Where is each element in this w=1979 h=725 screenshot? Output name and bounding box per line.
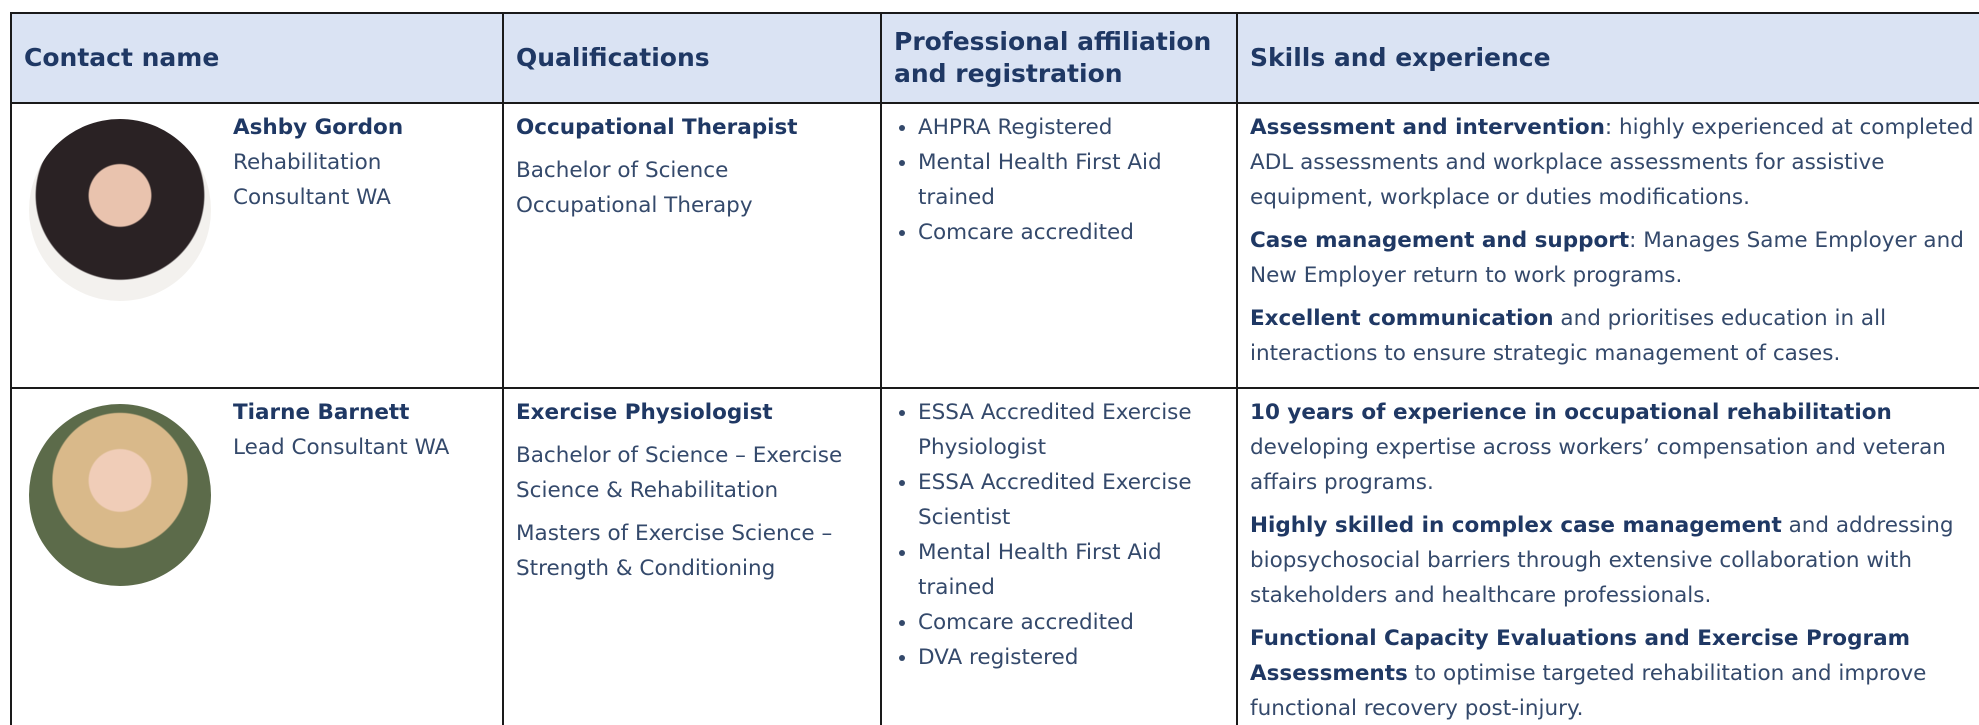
skill-heading: Assessment and intervention (1250, 115, 1605, 140)
affiliation-item: ESSA Accredited Exercise Scientist (918, 465, 1224, 535)
qualifications-cell: Exercise Physiologist Bachelor of Science… (502, 387, 882, 725)
column-header: Professional affiliation and registratio… (880, 12, 1238, 104)
skill-paragraph: Case management and support: Manages Sam… (1250, 223, 1979, 293)
affiliation-item: Comcare accredited (918, 605, 1224, 640)
affiliation-list: AHPRA RegisteredMental Health First Aid … (894, 110, 1224, 250)
contact-name: Ashby Gordon (233, 115, 404, 140)
contact-role: Rehabilitation Consultant WA (233, 150, 391, 210)
skill-paragraph: 10 years of experience in occupational r… (1250, 395, 1979, 500)
contact-info: Ashby Gordon Rehabilitation Consultant WA (233, 110, 490, 301)
skill-text: developing expertise across workers’ com… (1250, 435, 1946, 495)
column-header: Contact name (10, 12, 504, 104)
affiliation-item: Comcare accredited (918, 215, 1224, 250)
contact-info: Tiarne Barnett Lead Consultant WA (233, 395, 449, 586)
skill-paragraph: Functional Capacity Evaluations and Exer… (1250, 621, 1979, 725)
affiliation-item: Mental Health First Aid trained (918, 535, 1224, 605)
affiliation-item: AHPRA Registered (918, 110, 1224, 145)
qualification-detail: Masters of Exercise Science – Strength &… (516, 521, 833, 581)
skill-text: : highly experienced at completed ADL as… (1250, 115, 1974, 210)
skill-text: and prioritises education in all interac… (1250, 306, 1887, 366)
skill-heading: Highly skilled in complex case managemen… (1250, 513, 1782, 538)
contact: Tiarne Barnett Lead Consultant WA (24, 395, 490, 586)
affiliation-item: DVA registered (918, 640, 1224, 675)
skill-heading: Functional Capacity Evaluations and Exer… (1250, 626, 1910, 686)
skill-heading: Excellent communication (1250, 306, 1554, 331)
photo (29, 404, 211, 586)
contacts-table: Contact name Qualifications Professional a… (10, 12, 1979, 725)
contact-role: Lead Consultant WA (233, 435, 450, 460)
skill-heading: Case management and support (1250, 228, 1630, 253)
column-header: Skills and experience (1236, 12, 1979, 104)
column-header: Qualifications (502, 12, 882, 104)
skill-paragraph: Highly skilled in complex case managemen… (1250, 508, 1979, 613)
affiliation-list: ESSA Accredited Exercise PhysiologistESS… (894, 395, 1224, 675)
skill-text: and addressing biopsychosocial barriers … (1250, 513, 1954, 608)
affiliation-item: Mental Health First Aid trained (918, 145, 1224, 215)
qualification-detail: Bachelor of Science – Exercise Science &… (516, 443, 843, 503)
contact-cell: Ashby Gordon Rehabilitation Consultant WA (10, 102, 504, 389)
affiliation-item: ESSA Accredited Exercise Physiologist (918, 395, 1224, 465)
qualifications-cell: Occupational Therapist Bachelor of Scienc… (502, 102, 882, 389)
photo (29, 119, 211, 301)
skill-heading: 10 years of experience in occupational r… (1250, 400, 1892, 425)
contact: Ashby Gordon Rehabilitation Consultant WA (24, 110, 490, 301)
contact-row: Ashby Gordon Rehabilitation Consultant WA… (10, 102, 1979, 389)
skill-text: : Manages Same Employer and New Employer… (1250, 228, 1964, 288)
affiliations-cell: ESSA Accredited Exercise PhysiologistESS… (880, 387, 1238, 725)
skill-text: to optimise targeted rehabilitation and … (1250, 661, 1927, 721)
contact-name: Tiarne Barnett (233, 400, 410, 425)
qualification-detail: Bachelor of Science Occupational Therapy (516, 158, 753, 218)
contact-row: Tiarne Barnett Lead Consultant WA Exercise… (10, 387, 1979, 725)
qualification-title: Occupational Therapist (516, 115, 798, 140)
affiliations-cell: AHPRA RegisteredMental Health First Aid … (880, 102, 1238, 389)
contact-cell: Tiarne Barnett Lead Consultant WA (10, 387, 504, 725)
skills-cell: 10 years of experience in occupational r… (1236, 387, 1979, 725)
skill-paragraph: Excellent communication and prioritises … (1250, 301, 1979, 371)
skills-cell: Assessment and intervention: highly expe… (1236, 102, 1979, 389)
qualification-title: Exercise Physiologist (516, 400, 773, 425)
skill-paragraph: Assessment and intervention: highly expe… (1250, 110, 1979, 215)
header-row: Contact name Qualifications Professional a… (10, 12, 1979, 104)
